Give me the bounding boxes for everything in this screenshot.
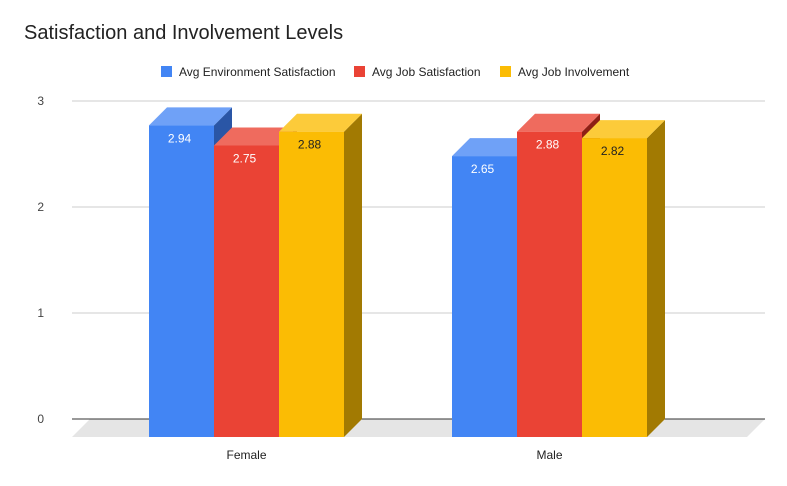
y-tick-label: 2 bbox=[37, 200, 44, 214]
bar-top bbox=[452, 138, 535, 157]
bar-top bbox=[214, 127, 297, 146]
data-label: 2.75 bbox=[233, 152, 257, 166]
bar-front bbox=[149, 125, 214, 438]
bar-avg-job-involvement-male bbox=[582, 120, 665, 437]
legend-label: Avg Job Satisfaction bbox=[372, 65, 481, 79]
y-tick-label: 3 bbox=[37, 94, 44, 108]
data-labels: 2.94 2.75 2.88 2.65 2.88 2.82 bbox=[168, 131, 625, 176]
legend-item-avg-environment-satisfaction: Avg Environment Satisfaction bbox=[161, 65, 336, 79]
bars bbox=[149, 107, 665, 438]
bar-front bbox=[582, 138, 647, 437]
legend-swatch bbox=[354, 66, 365, 77]
y-axis-ticks: 0 1 2 3 bbox=[37, 94, 44, 426]
legend-item-avg-job-involvement: Avg Job Involvement bbox=[500, 65, 630, 79]
bar-top bbox=[149, 107, 232, 126]
bar-side bbox=[344, 113, 362, 437]
legend-swatch bbox=[161, 66, 172, 77]
data-label: 2.82 bbox=[601, 144, 625, 158]
legend-label: Avg Job Involvement bbox=[518, 65, 630, 79]
bar-top bbox=[517, 113, 600, 132]
bar-avg-job-involvement-female bbox=[279, 113, 362, 437]
bar-front bbox=[214, 145, 279, 437]
y-tick-label: 1 bbox=[37, 306, 44, 320]
bar-top bbox=[582, 120, 665, 139]
legend-item-avg-job-satisfaction: Avg Job Satisfaction bbox=[354, 65, 481, 79]
data-label: 2.65 bbox=[471, 162, 495, 176]
legend-swatch bbox=[500, 66, 511, 77]
bar-front bbox=[279, 131, 344, 437]
bar-front bbox=[517, 131, 582, 437]
x-tick-label: Female bbox=[226, 448, 266, 462]
data-label: 2.88 bbox=[536, 138, 560, 152]
y-tick-label: 0 bbox=[37, 412, 44, 426]
legend: Avg Environment Satisfaction Avg Job Sati… bbox=[161, 65, 630, 79]
data-label: 2.94 bbox=[168, 131, 192, 145]
x-axis-labels: Female Male bbox=[226, 448, 562, 462]
bar-front bbox=[452, 156, 517, 437]
data-label: 2.88 bbox=[298, 138, 322, 152]
chart-title: Satisfaction and Involvement Levels bbox=[24, 22, 344, 44]
bar-side bbox=[647, 120, 665, 437]
legend-label: Avg Environment Satisfaction bbox=[179, 65, 336, 79]
bar-top bbox=[279, 113, 362, 132]
x-tick-label: Male bbox=[536, 448, 562, 462]
